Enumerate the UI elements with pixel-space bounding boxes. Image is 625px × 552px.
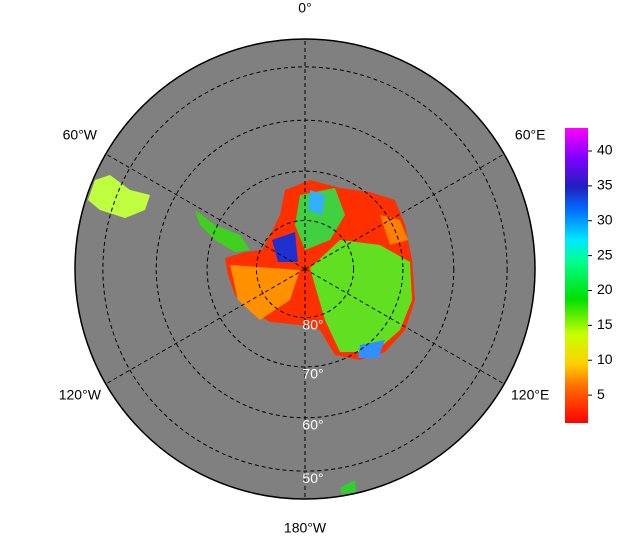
parallel-label: 50° [302,470,323,486]
meridian [304,153,505,270]
land-field [340,480,356,494]
land-field [308,190,325,215]
meridian-label: 120°W [59,387,102,403]
land-field [272,232,298,262]
parallel [255,219,355,319]
colorbar [565,128,588,423]
parallel-label: 60° [302,416,323,432]
meridian-label: 180°W [284,520,327,536]
meridian-label: 120°E [511,387,549,403]
land-field [295,188,345,250]
land-field [88,175,150,218]
land-field [358,340,385,358]
colorbar-tick-label: 35 [597,177,613,193]
graticule [102,39,508,499]
colorbar-tick-label: 20 [597,281,613,297]
land-field [195,210,250,252]
colorbar-tick-label: 40 [597,142,613,158]
meridian-label: 60°W [63,127,98,143]
meridian [105,153,306,270]
colorbar-tick-label: 10 [597,351,613,367]
parallel-label: 70° [302,366,323,382]
colorbar-tick-label: 15 [597,316,613,332]
meridian [105,268,306,385]
meridian-label: 60°E [515,127,546,143]
colorbar-tick-label: 5 [597,386,605,402]
land-field [230,265,300,320]
land-field [380,215,408,245]
meridian [304,268,505,385]
parallel [102,66,508,472]
data-field [88,175,415,494]
parallel [206,170,404,368]
meridian-label: 0° [298,0,311,16]
colorbar-tick-label: 25 [597,246,613,262]
colorbar-tick-label: 30 [597,211,613,227]
parallel-label: 80° [302,316,323,332]
